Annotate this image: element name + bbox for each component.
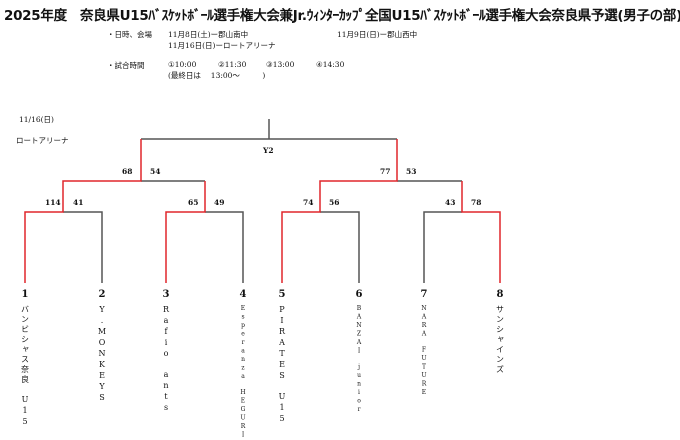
bracket-lines <box>24 119 501 283</box>
time-1: ①10:00 <box>168 60 197 69</box>
score: 43 <box>445 198 456 207</box>
score: 74 <box>303 198 314 207</box>
score: 49 <box>214 198 225 207</box>
team-seed-4: 4 <box>239 289 247 300</box>
win-path-team-8 <box>461 181 501 283</box>
team-name-8: サンシャインズ <box>495 305 505 375</box>
page-title: 2025年度 奈良県U15ﾊﾞｽｹｯﾄﾎﾞｰﾙ選手権大会兼Jr.ｳｨﾝﾀｰｶｯﾌ… <box>4 8 680 24</box>
schedule-day3: 11月16日(日)ーロートアリーナ <box>168 41 276 50</box>
line-team-6 <box>320 211 360 283</box>
team-seed-7: 7 <box>420 289 428 300</box>
final-day-time-note: (最終日は 13:00～ ) <box>168 71 266 80</box>
line-team-7 <box>423 211 462 283</box>
team-seed-8: 8 <box>496 289 504 300</box>
bracket-lines-plain <box>63 119 462 283</box>
score: 114 <box>45 198 61 207</box>
score: 56 <box>329 198 340 207</box>
score: 54 <box>150 167 161 176</box>
bracket-venue: ロートアリーナ <box>16 136 69 145</box>
score: 78 <box>471 198 482 207</box>
line-team-2 <box>63 211 103 283</box>
team-seed-2: 2 <box>98 289 106 300</box>
team-seed-6: 6 <box>355 289 363 300</box>
times-label: ・試合時間 <box>107 61 145 70</box>
team-name-5: PIRATES U15 <box>277 305 287 425</box>
score: 65 <box>188 198 199 207</box>
score: 68 <box>122 167 133 176</box>
schedule-label: ・日時、会場 <box>107 30 152 39</box>
bracket-date: 11/16(日) <box>19 115 54 124</box>
team-name-1: バンビシャス奈良 U15 <box>20 305 30 428</box>
score: 77 <box>380 167 391 176</box>
team-name-3: Rafio ants <box>161 305 171 414</box>
schedule-day1: 11月8日(土)ー郡山南中 <box>168 30 249 39</box>
win-path-team-3 <box>165 181 206 283</box>
win-path-team-1 <box>24 139 142 283</box>
team-seed-5: 5 <box>278 289 286 300</box>
win-path-team-5 <box>281 139 398 283</box>
score: 41 <box>73 198 84 207</box>
final-label: Y2 <box>263 146 274 155</box>
score: 53 <box>406 167 417 176</box>
bracket-lines-winner <box>24 139 501 283</box>
time-3: ③13:00 <box>266 60 295 69</box>
team-seed-3: 3 <box>162 289 170 300</box>
team-name-6: BANZAI junior <box>355 305 363 415</box>
team-seed-1: 1 <box>21 289 29 300</box>
team-name-4: Esperanza HEGURI <box>239 305 247 440</box>
team-name-7: NARA FUTURE <box>420 305 428 398</box>
time-4: ④14:30 <box>316 60 345 69</box>
team-name-2: Y.MONKEYS <box>97 305 107 404</box>
line-team-4 <box>205 211 244 283</box>
schedule-day2: 11月9日(日)ー郡山西中 <box>337 30 418 39</box>
time-2: ②11:30 <box>218 60 247 69</box>
